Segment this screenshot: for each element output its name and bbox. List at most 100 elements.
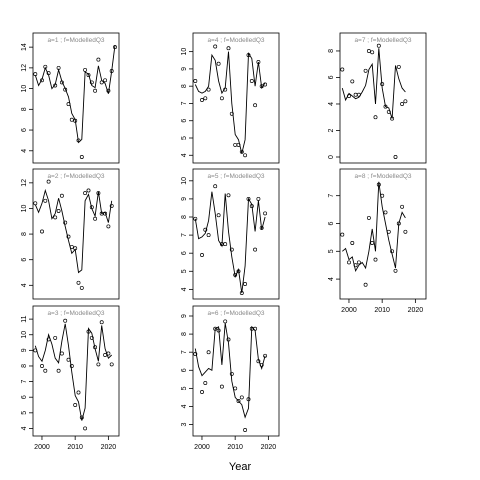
observed-point bbox=[46, 337, 51, 342]
panel-title: a=1 ; f=ModelledQ3 bbox=[47, 37, 104, 44]
observed-point bbox=[213, 44, 218, 49]
observed-point bbox=[236, 399, 241, 403]
observed-point bbox=[66, 234, 71, 239]
observed-point bbox=[103, 78, 108, 83]
observed-point bbox=[219, 96, 224, 101]
y-tick-label: 4 bbox=[181, 404, 188, 408]
x-tick-label: 2000 bbox=[194, 444, 210, 451]
observed-point bbox=[33, 201, 38, 206]
observed-point bbox=[206, 350, 211, 355]
panel-frame bbox=[339, 168, 427, 300]
observed-point bbox=[53, 83, 58, 88]
observed-point bbox=[400, 102, 405, 106]
observed-point bbox=[256, 196, 261, 201]
observed-point bbox=[63, 318, 68, 323]
observed-point bbox=[96, 57, 101, 62]
observed-point bbox=[393, 268, 398, 273]
observed-point bbox=[59, 351, 64, 356]
observed-point bbox=[79, 155, 84, 159]
observed-point bbox=[216, 328, 221, 333]
y-tick-label: 6 bbox=[328, 75, 335, 79]
observed-point bbox=[99, 80, 104, 85]
observed-point bbox=[109, 69, 114, 73]
panel-title: a=2 ; f=ModelledQ3 bbox=[47, 173, 104, 180]
observed-point bbox=[226, 337, 231, 342]
panel-7: a=7 ; f=ModelledQ3 0 2 4 6 8 bbox=[328, 32, 427, 164]
y-tick-label: 11 bbox=[21, 315, 28, 322]
x-tick-label: 2020 bbox=[261, 444, 277, 451]
y-tick-label: 6 bbox=[181, 251, 188, 255]
observed-point bbox=[103, 353, 108, 357]
panel-6: a=6 ; f=ModelledQ3 3 4 5 6 7 8 9 2000 2010 2020 bbox=[181, 305, 280, 451]
panel-title: a=4 ; f=ModelledQ3 bbox=[207, 37, 264, 44]
observed-point bbox=[259, 225, 264, 230]
panel-frame bbox=[32, 32, 120, 164]
panel-2: a=2 ; f=ModelledQ3 4 6 8 10 12 bbox=[21, 168, 120, 300]
y-tick-label: 6 bbox=[181, 368, 188, 372]
observed-point bbox=[113, 45, 117, 50]
x-tick-label: 2010 bbox=[227, 444, 243, 451]
observed-point bbox=[236, 142, 241, 147]
modelled-line bbox=[341, 48, 406, 119]
observed-point bbox=[239, 291, 244, 295]
observed-point bbox=[40, 78, 44, 83]
y-tick-label: 14 bbox=[21, 43, 28, 51]
observed-point bbox=[63, 87, 68, 92]
observed-point bbox=[206, 87, 211, 92]
observed-point bbox=[96, 191, 101, 196]
observed-point bbox=[347, 260, 351, 265]
observed-point bbox=[193, 216, 198, 221]
observed-point bbox=[403, 229, 408, 234]
observed-point bbox=[216, 213, 221, 218]
observed-point bbox=[350, 241, 355, 245]
observed-point bbox=[263, 353, 268, 358]
y-tick-label: 10 bbox=[21, 331, 28, 339]
panel-title: a=7 ; f=ModelledQ3 bbox=[354, 37, 411, 44]
observed-point bbox=[246, 196, 251, 201]
observed-point bbox=[380, 193, 385, 198]
observed-point bbox=[243, 428, 248, 432]
observed-point bbox=[350, 79, 355, 84]
y-tick-label: 4 bbox=[328, 102, 335, 106]
observed-point bbox=[259, 362, 264, 367]
observed-point bbox=[249, 204, 254, 209]
observed-point bbox=[83, 191, 88, 196]
observed-point bbox=[93, 345, 98, 350]
y-tick-label: 8 bbox=[21, 232, 28, 236]
observed-point bbox=[259, 84, 264, 89]
observed-point bbox=[106, 224, 111, 229]
observed-point bbox=[216, 61, 221, 66]
observed-point bbox=[390, 116, 395, 121]
x-tick-label: 2000 bbox=[34, 444, 50, 451]
y-tick-label: 9 bbox=[181, 197, 188, 201]
observed-point bbox=[366, 49, 371, 53]
panel-5: a=5 ; f=ModelledQ3 4 5 6 7 8 9 10 bbox=[181, 168, 280, 300]
panel-title: a=5 ; f=ModelledQ3 bbox=[207, 173, 264, 180]
observed-point bbox=[373, 115, 378, 120]
panel-frame bbox=[339, 32, 427, 164]
observed-point bbox=[370, 241, 375, 245]
observed-point bbox=[46, 179, 51, 184]
x-tick-label: 2010 bbox=[374, 307, 390, 314]
x-tick-label: 2010 bbox=[67, 444, 83, 451]
observed-point bbox=[253, 247, 258, 252]
panel-title: a=8 ; f=ModelledQ3 bbox=[354, 173, 411, 180]
observed-point bbox=[43, 64, 48, 69]
modelled-line bbox=[194, 323, 266, 419]
observed-point bbox=[79, 285, 84, 290]
observed-point bbox=[53, 335, 58, 340]
y-tick-label: 8 bbox=[181, 332, 188, 336]
observed-point bbox=[203, 96, 208, 101]
observed-point bbox=[353, 263, 358, 268]
modelled-line bbox=[194, 51, 266, 154]
observed-point bbox=[43, 198, 48, 203]
y-tick-label: 10 bbox=[181, 48, 188, 56]
observed-point bbox=[340, 67, 345, 72]
observed-point bbox=[223, 242, 228, 247]
observed-point bbox=[73, 246, 78, 251]
observed-point bbox=[59, 80, 64, 85]
observed-point bbox=[347, 94, 351, 98]
observed-point bbox=[229, 247, 234, 252]
observed-point bbox=[249, 79, 254, 83]
